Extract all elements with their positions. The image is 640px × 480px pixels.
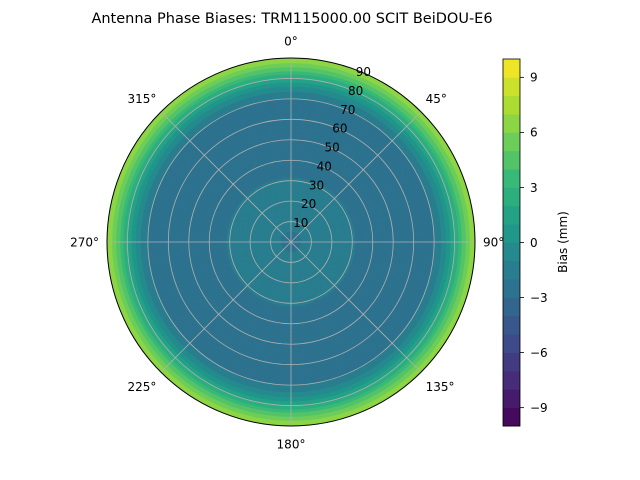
colorbar-segment	[503, 242, 520, 262]
angular-tick-label: 180°	[277, 438, 306, 452]
angular-tick-label: 135°	[426, 380, 455, 394]
colorbar-segment	[503, 95, 520, 115]
colorbar-tick-label: 6	[530, 126, 538, 140]
colorbar-segment	[503, 370, 520, 390]
colorbar-segment	[503, 279, 520, 298]
colorbar-segment	[503, 169, 520, 188]
radial-tick-label: 60	[332, 122, 347, 136]
colorbar-segment	[503, 77, 520, 97]
radial-tick-label: 40	[317, 159, 332, 173]
colorbar-segment	[503, 150, 520, 170]
angular-grid-line	[160, 111, 292, 243]
colorbar-tick-label: 3	[530, 181, 538, 195]
colorbar-segment	[503, 59, 520, 78]
angular-grid-line	[290, 111, 422, 243]
radial-tick-label: 80	[348, 84, 363, 98]
colorbar-tick-label: −9	[530, 401, 548, 415]
radial-tick-label: 70	[340, 103, 355, 117]
colorbar-segment	[503, 114, 520, 133]
radial-tick-label: 50	[324, 141, 339, 155]
angular-grid-line	[160, 241, 292, 373]
angular-grid-line	[290, 241, 422, 373]
colorbar-ticks: −9 −6 −3 0 3 6 9	[520, 71, 548, 415]
colorbar-segment	[503, 334, 520, 353]
colorbar-segment	[503, 132, 520, 152]
angular-tick-label: 225°	[127, 380, 156, 394]
colorbar-label: Bias (mm)	[556, 211, 570, 273]
chart-title: Antenna Phase Biases: TRM115000.00 SCIT …	[91, 11, 492, 27]
radial-tick-labels: 10 20 30 40 50 60 70 80 90	[293, 65, 371, 230]
colorbar-segment	[503, 260, 520, 280]
colorbar-segment	[503, 187, 520, 207]
angular-tick-label: 315°	[127, 92, 156, 106]
polar-grid	[107, 58, 475, 426]
colorbar-segment	[503, 224, 520, 243]
colorbar-tick-label: −3	[530, 291, 548, 305]
angular-tick-label: 0°	[284, 35, 298, 49]
angular-tick-label: 270°	[70, 236, 99, 250]
colorbar-segment	[503, 297, 520, 317]
colorbar-segment	[503, 407, 520, 427]
radial-tick-label: 30	[309, 178, 324, 192]
angular-tick-label: 45°	[426, 92, 447, 106]
colorbar-segment	[503, 352, 520, 372]
polar-frame	[106, 57, 476, 427]
colorbar-segment	[503, 315, 520, 335]
colorbar-tick-label: 9	[530, 71, 538, 85]
radial-tick-label: 10	[293, 216, 308, 230]
colorbar-segment	[503, 389, 520, 409]
colorbar-tick-label: 0	[530, 236, 538, 250]
radial-tick-label: 20	[301, 197, 316, 211]
colorbar-tick-label: −6	[530, 346, 548, 360]
colorbar-segment	[503, 205, 520, 225]
radial-tick-label: 90	[356, 65, 371, 79]
colorbar	[502, 58, 521, 427]
angular-tick-label: 90°	[483, 236, 504, 250]
angular-tick-labels: 0° 45° 90° 135° 180° 225° 270° 315°	[70, 35, 504, 452]
